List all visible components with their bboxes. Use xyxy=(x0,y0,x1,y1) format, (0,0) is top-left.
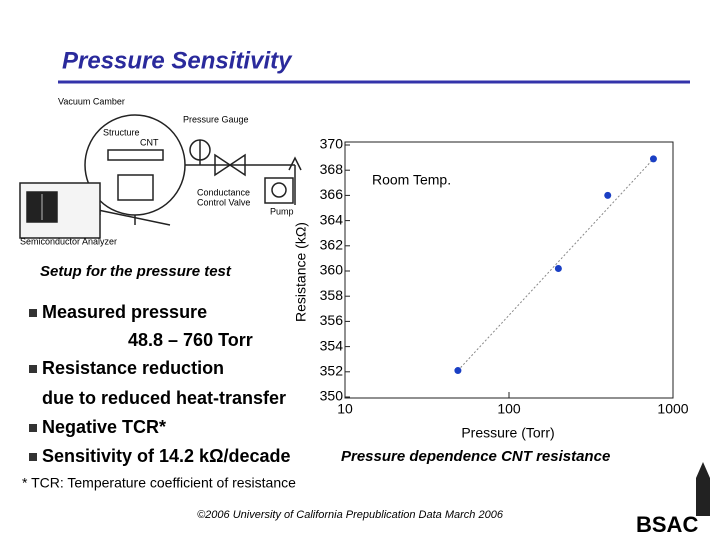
setup-diagram xyxy=(19,114,302,239)
setup-caption: Setup for the pressure test xyxy=(40,263,232,280)
x-axis-title: Pressure (Torr) xyxy=(461,425,554,441)
y-tick-label: 358 xyxy=(320,287,344,303)
annotation: Room Temp. xyxy=(372,172,451,188)
logo: BSAC xyxy=(636,512,698,537)
logo-tower xyxy=(696,462,710,516)
y-tick-label: 362 xyxy=(320,237,344,253)
bullet-marker xyxy=(29,365,37,373)
diagram-label: Pump xyxy=(270,206,294,216)
chart-caption: Pressure dependence CNT resistance xyxy=(341,448,610,465)
y-axis-title: Resistance (kΩ) xyxy=(293,222,309,322)
y-tick-label: 360 xyxy=(320,262,344,278)
bullet-list: Measured pressure 48.8 – 760 Torr Resistan… xyxy=(29,302,291,466)
bullet-text: Negative TCR* xyxy=(42,417,166,437)
copyright: ©2006 University of California Prepublic… xyxy=(197,509,504,521)
data-point xyxy=(649,155,657,163)
x-tick-label: 100 xyxy=(497,401,521,417)
bullet-marker xyxy=(29,309,37,317)
y-tick-label: 364 xyxy=(320,211,344,227)
diagram-label: Semiconductor Analyzer xyxy=(20,236,117,246)
data-point xyxy=(454,367,462,375)
y-tick-label: 368 xyxy=(320,161,344,177)
diagram-label: Conductance xyxy=(197,187,250,197)
y-tick-label: 352 xyxy=(320,363,344,379)
bullet-text: 48.8 – 760 Torr xyxy=(128,330,253,350)
y-tick-label: 354 xyxy=(320,337,344,353)
bullet-text: Resistance reduction xyxy=(42,358,224,378)
footnote: * TCR: Temperature coefficient of resist… xyxy=(22,475,296,491)
diagram-label: Pressure Gauge xyxy=(183,114,249,124)
diagram-label: CNT xyxy=(140,137,159,147)
bullet-text: due to reduced heat-transfer xyxy=(42,388,286,408)
diagram-label: Structure xyxy=(103,127,140,137)
y-tick-label: 370 xyxy=(320,136,344,152)
diagram-label: Vacuum Camber xyxy=(58,96,125,106)
y-tick-label: 350 xyxy=(320,388,344,404)
bullet-text: Sensitivity of 14.2 kΩ/decade xyxy=(42,446,291,466)
x-tick-label: 1000 xyxy=(657,401,688,417)
data-point xyxy=(554,264,562,272)
bullet-text: Measured pressure xyxy=(42,302,207,322)
bullet-marker xyxy=(29,424,37,432)
x-tick-label: 10 xyxy=(337,401,353,417)
diagram-label: Control Valve xyxy=(197,197,250,207)
trend-line xyxy=(457,158,654,371)
y-tick-label: 356 xyxy=(320,312,344,328)
slide-title: Pressure Sensitivity xyxy=(62,47,293,74)
data-point xyxy=(604,191,612,199)
bullet-marker xyxy=(29,453,37,461)
y-tick-label: 366 xyxy=(320,186,344,202)
chart: 350 352 354 356 358 360 362 364 366 368 370 10 100 10… xyxy=(320,136,689,417)
